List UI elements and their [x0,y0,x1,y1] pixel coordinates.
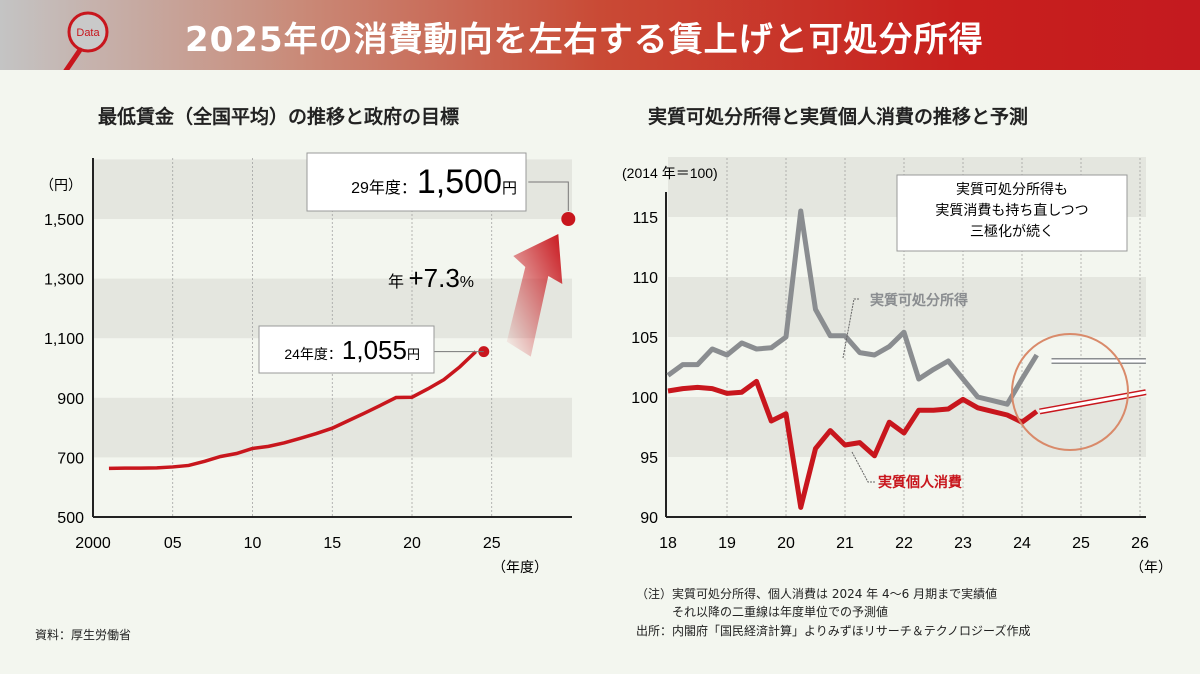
page-title: 2025年の消費動向を左右する賃上げと可処分所得 [185,20,984,60]
magnifier-data-icon: Data [63,11,109,70]
y-axis-unit: (2014 年＝100) [622,165,718,181]
y-tick-label: 1,500 [44,212,84,229]
y-tick-label: 1,300 [44,272,84,289]
x-tick-label: 15 [323,535,341,552]
annotation-2024: 24年度：1,055円 [284,335,420,365]
annotation-2029: 29年度：1,500円 [351,163,517,201]
y-tick-label: 100 [631,390,658,407]
series-line-0 [666,208,1039,407]
series-line-1 [667,378,1039,510]
source-left: 資料：厚生労働省 [35,628,132,642]
source-right: 出所：内閣府「国民経済計算」よりみずほリサーチ＆テクノロジーズ作成 [636,624,1031,638]
x-tick-label: 20 [777,535,795,552]
x-tick-label: 2000 [75,535,111,552]
callout-text: 実質消費も持ち直しつつ [935,202,1088,219]
x-tick-label: 23 [954,535,972,552]
x-axis-unit: （年） [1130,560,1172,576]
right-chart-title: 実質可処分所得と実質個人消費の推移と予測 [648,106,1029,128]
x-tick-label: 25 [1072,535,1090,552]
y-axis-unit: （円） [40,178,82,194]
y-tick-label: 500 [57,510,84,527]
logo-text: Data [76,27,100,39]
y-tick-label: 115 [632,210,658,227]
y-tick-label: 900 [57,391,84,408]
series-label-income: 実質可処分所得 [870,292,968,309]
data-point-target-2029 [561,212,576,226]
note-line-1: （注）実質可処分所得、個人消費は 2024 年 4～6 月期まで実績値 [636,587,998,601]
note-line-2: それ以降の二重線は年度単位での予測値 [672,605,889,619]
grid-band [668,277,1146,337]
leader-line [528,181,569,211]
x-tick-label: 05 [164,535,182,552]
y-tick-label: 90 [640,510,658,527]
leader-line [851,451,875,483]
x-axis-unit: （年度） [492,560,548,576]
y-tick-label: 110 [632,270,658,287]
x-tick-label: 19 [718,535,736,552]
header-banner: Data 2025年の消費動向を左右する賃上げと可処分所得 [0,0,1200,70]
annotation-box-2029 [306,152,527,212]
growth-arrow [506,234,563,357]
y-tick-label: 95 [640,450,658,467]
y-tick-label: 1,100 [44,331,84,348]
highlight-circle [1011,333,1129,451]
y-tick-label: 105 [631,330,658,347]
x-tick-label: 20 [403,535,421,552]
leader-line [842,298,860,359]
callout-box [896,174,1128,252]
x-tick-label: 24 [1013,535,1031,552]
x-tick-label: 25 [483,535,501,552]
x-tick-label: 18 [659,535,677,552]
annotation-box-2024 [258,325,435,374]
y-tick-label: 700 [57,450,84,467]
x-tick-label: 26 [1131,535,1149,552]
callout-text: 実質可処分所得も [956,181,1068,198]
min-wage-line [108,350,478,471]
callout-text: 三極化が続く [970,223,1054,240]
x-tick-label: 21 [836,535,854,552]
left-chart-title: 最低賃金（全国平均）の推移と政府の目標 [98,106,460,128]
x-tick-label: 10 [244,535,262,552]
x-tick-label: 22 [895,535,913,552]
series-label-consumption: 実質個人消費 [878,474,962,491]
growth-rate-label: 年 +7.3% [388,263,474,293]
